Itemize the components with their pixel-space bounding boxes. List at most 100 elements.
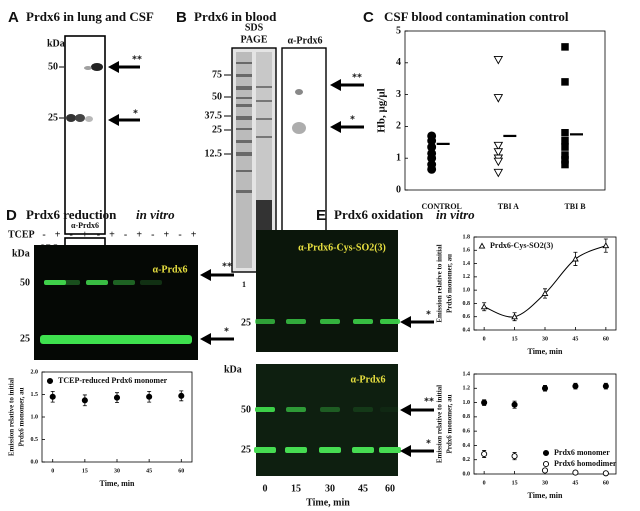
- kda-label: kDa: [224, 364, 242, 375]
- data-point: [541, 289, 549, 296]
- y-axis-label: Prdx6 monomer, au: [446, 394, 454, 453]
- arrow-label: *: [224, 326, 229, 337]
- data-point: [602, 470, 609, 477]
- legend-label: Prdx6 monomer: [554, 448, 610, 457]
- x-tick-label: 30: [542, 480, 548, 486]
- y-tick-label: 0.6: [463, 314, 471, 320]
- data-point: [561, 136, 569, 145]
- data-point: [541, 467, 549, 474]
- y-tick-label: 1.8: [463, 234, 471, 240]
- band: [295, 89, 303, 95]
- arrow-head: [400, 445, 411, 457]
- band: [66, 114, 76, 122]
- band: [84, 66, 92, 70]
- data-point: [541, 385, 549, 392]
- sign-label: -: [151, 229, 154, 240]
- arrow-head: [330, 121, 341, 133]
- legend-label: TCEP-reduced Prdx6 monomer: [58, 376, 168, 385]
- y-axis-label: Emission relative to initial: [8, 378, 16, 456]
- y-tick-label: 1.0: [463, 288, 471, 294]
- x-tick-label: 30: [542, 336, 548, 342]
- legend-label: Prdx6-Cys-SO2(3): [490, 241, 553, 250]
- arrow-label: *: [350, 114, 355, 125]
- data-point: [572, 383, 579, 390]
- band: [255, 319, 275, 324]
- data-point: [481, 450, 488, 458]
- blot-frame: [256, 364, 398, 476]
- data-point: [493, 141, 504, 151]
- panel-title: Prdx6 in blood: [194, 9, 277, 24]
- y-axis-label: Emission relative to initial: [436, 244, 444, 322]
- gel-band: [236, 128, 252, 130]
- band: [292, 122, 306, 134]
- gel-band: [236, 62, 252, 64]
- axis-label: Time, min: [306, 497, 350, 508]
- band: [58, 280, 80, 285]
- band: [352, 447, 374, 453]
- data-point: [572, 469, 579, 476]
- y-tick-label: 0: [396, 184, 401, 195]
- y-axis-label: Prdx6 monomer, au: [446, 254, 454, 313]
- data-point: [146, 393, 153, 400]
- gel-label: SDS: [245, 22, 264, 33]
- panel-letter: C: [363, 9, 374, 26]
- data-point: [511, 401, 518, 408]
- gel-band: [236, 86, 252, 90]
- x-tick-label: 45: [572, 480, 578, 486]
- time-label: 0: [263, 483, 268, 494]
- x-tick-label: 45: [572, 336, 578, 342]
- y-tick-label: 0.2: [463, 457, 471, 463]
- data-point: [81, 397, 88, 404]
- x-tick-label: 45: [146, 468, 152, 474]
- data-point: [561, 160, 569, 169]
- time-label: 45: [358, 483, 368, 494]
- data-point: [178, 392, 185, 399]
- gel-band: [236, 140, 252, 143]
- antibody-label: α-Prdx6: [71, 221, 99, 230]
- panel-letter: D: [6, 207, 17, 224]
- y-tick-label: 1.0: [463, 400, 471, 406]
- data-point: [493, 55, 504, 65]
- data-point: [511, 313, 518, 320]
- antibody-label: α-Prdx6-Cys-SO2(3): [298, 242, 386, 253]
- band: [286, 407, 306, 412]
- arrow-label: **: [352, 72, 362, 83]
- time-label: 15: [291, 483, 301, 494]
- panel-title-italic: in vitro: [436, 207, 475, 222]
- x-axis-label: Time, min: [528, 491, 564, 500]
- band: [320, 407, 340, 412]
- data-point: [493, 94, 504, 103]
- marker-label: 25: [20, 333, 30, 344]
- panel-letter: A: [8, 9, 19, 26]
- y-tick-label: 1.2: [463, 386, 471, 392]
- sign-label: +: [109, 229, 115, 240]
- y-tick-label: 2.0: [31, 369, 39, 375]
- x-tick-label: 60: [178, 468, 184, 474]
- gel-label: PAGE: [240, 34, 267, 45]
- y-tick-label: 0.4: [463, 327, 471, 333]
- x-tick-label: 0: [51, 468, 54, 474]
- panel-title-italic: in vitro: [136, 207, 175, 222]
- arrow-label: **: [222, 261, 232, 272]
- arrow-head: [108, 114, 119, 126]
- x-tick-label: CONTROL: [421, 202, 461, 211]
- y-axis-label: Emission relative to initial: [436, 385, 444, 463]
- x-tick-label: 15: [512, 336, 518, 342]
- y-tick-label: 4: [396, 57, 401, 68]
- arrow-head: [400, 404, 411, 416]
- gel-band: [236, 97, 252, 99]
- gel-band: [236, 190, 252, 193]
- y-tick-label: 1.6: [463, 248, 471, 254]
- x-tick-label: 60: [603, 336, 609, 342]
- arrow-head: [400, 316, 411, 328]
- y-tick-label: 1.4: [463, 261, 471, 267]
- legend-marker: [46, 377, 54, 385]
- arrow-label: **: [132, 54, 142, 65]
- sign-label: +: [136, 229, 142, 240]
- data-point: [427, 164, 437, 174]
- arrow-label: *: [426, 438, 431, 449]
- arrow-head: [108, 61, 119, 73]
- band: [285, 447, 307, 453]
- y-tick-label: 0.8: [463, 414, 471, 420]
